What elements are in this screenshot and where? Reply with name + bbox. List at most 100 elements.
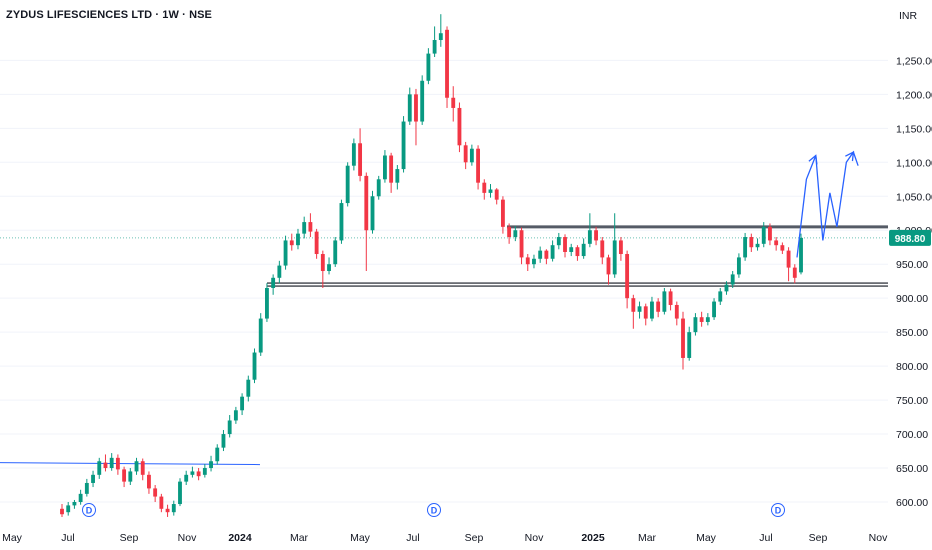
- y-tick-label: 1,050.00: [896, 191, 932, 203]
- candle-body: [240, 396, 245, 411]
- candle-body: [115, 457, 120, 470]
- x-tick-label: May: [696, 532, 717, 544]
- candle-body: [277, 265, 282, 278]
- projection-arrowhead: [845, 150, 855, 162]
- dividend-marker: [427, 503, 441, 517]
- candle-body: [407, 94, 412, 122]
- candle-body: [333, 240, 338, 265]
- candle-body: [556, 237, 561, 246]
- candle-body: [469, 148, 474, 163]
- y-tick-label: 1,100.00: [896, 157, 932, 169]
- candle-body: [594, 230, 598, 241]
- x-tick-label: 2024: [228, 532, 252, 544]
- chart-title: ZYDUS LIFESCIENCES LTD · 1W · NSE: [6, 9, 212, 21]
- x-tick-label: Mar: [638, 532, 657, 544]
- y-tick-label: 1,250.00: [896, 55, 932, 67]
- candle-body: [668, 291, 673, 305]
- candle-body: [227, 420, 232, 435]
- candle-body: [376, 179, 381, 197]
- y-tick-label: 950.00: [896, 259, 928, 271]
- candle-body: [258, 318, 263, 353]
- candle-body: [351, 143, 356, 166]
- candle-body: [320, 254, 325, 272]
- x-tick-label: Nov: [869, 532, 888, 544]
- candle-body: [426, 53, 431, 81]
- candle-body: [637, 306, 642, 312]
- candles: [60, 14, 803, 517]
- x-tick-label: Sep: [465, 532, 484, 544]
- candle-body: [612, 240, 617, 275]
- dividend-label: D: [431, 506, 438, 516]
- time-axis[interactable]: May Jul Sep Nov 2024 Mar May Jul Sep Nov 2025 Mar Ma…: [2, 532, 888, 544]
- last-price-value: 988.80: [895, 234, 926, 245]
- candle-body: [190, 471, 195, 475]
- candle-body: [66, 505, 71, 513]
- candle-body: [97, 461, 102, 475]
- candle-body: [674, 304, 679, 319]
- candle-body: [476, 148, 481, 183]
- levels: [0, 225, 888, 466]
- candle-body: [401, 121, 406, 170]
- candle-body: [178, 481, 182, 505]
- candle-body: [382, 155, 387, 180]
- candle-body: [662, 291, 667, 312]
- candle-body: [91, 474, 95, 483]
- candle-body: [500, 199, 505, 227]
- candle-body: [209, 461, 213, 469]
- candle-body: [389, 155, 394, 183]
- candle-body: [271, 277, 276, 288]
- candle-body: [414, 94, 418, 122]
- candle-body: [743, 237, 748, 258]
- grid: [0, 59, 888, 503]
- x-tick-label: Sep: [120, 532, 139, 544]
- candle-body: [724, 284, 729, 292]
- candle-body: [550, 245, 555, 259]
- price-axis[interactable]: 600.00 650.00 700.00 750.00 800.00 850.00 900.…: [896, 55, 932, 509]
- candle-body: [283, 240, 288, 266]
- candle-body: [72, 502, 77, 506]
- candle-body: [792, 267, 797, 278]
- candle-body: [122, 469, 127, 482]
- candle-body: [184, 474, 189, 482]
- dividend-marker: [82, 503, 96, 517]
- candle-body: [296, 233, 300, 246]
- y-tick-label: 800.00: [896, 361, 928, 373]
- candle-body: [488, 189, 493, 193]
- candle-body: [693, 317, 698, 333]
- candle-body: [432, 40, 437, 54]
- candle-body: [196, 471, 201, 477]
- candle-body: [153, 488, 158, 497]
- last-price-badge: 988.80: [889, 229, 931, 246]
- candle-body: [755, 243, 760, 248]
- candle-body: [600, 240, 605, 258]
- projection-path: [796, 150, 859, 258]
- candle-body: [327, 264, 331, 272]
- y-tick-label: 750.00: [896, 395, 928, 407]
- candle-body: [774, 240, 779, 246]
- candle-body: [736, 257, 741, 275]
- candle-body: [581, 243, 586, 257]
- y-tick-label: 900.00: [896, 293, 928, 305]
- x-tick-label: 2025: [581, 532, 605, 544]
- candle-body: [246, 379, 251, 397]
- projection-arrowhead: [808, 154, 818, 165]
- candle-body: [494, 189, 499, 200]
- candle-body: [171, 504, 176, 513]
- currency-label[interactable]: INR: [899, 10, 918, 22]
- candle-body: [165, 508, 170, 513]
- candle-body: [128, 471, 133, 482]
- x-tick-label: May: [350, 532, 371, 544]
- candle-body: [60, 508, 64, 515]
- candle-body: [643, 306, 648, 319]
- candle-body: [84, 482, 89, 494]
- candle-body: [463, 145, 468, 163]
- dividend-label: D: [86, 506, 93, 516]
- candle-body: [749, 237, 754, 248]
- candle-body: [140, 461, 145, 475]
- candle-body: [761, 226, 766, 244]
- candle-body: [159, 496, 164, 509]
- candle-body: [345, 165, 350, 204]
- candle-body: [438, 33, 443, 41]
